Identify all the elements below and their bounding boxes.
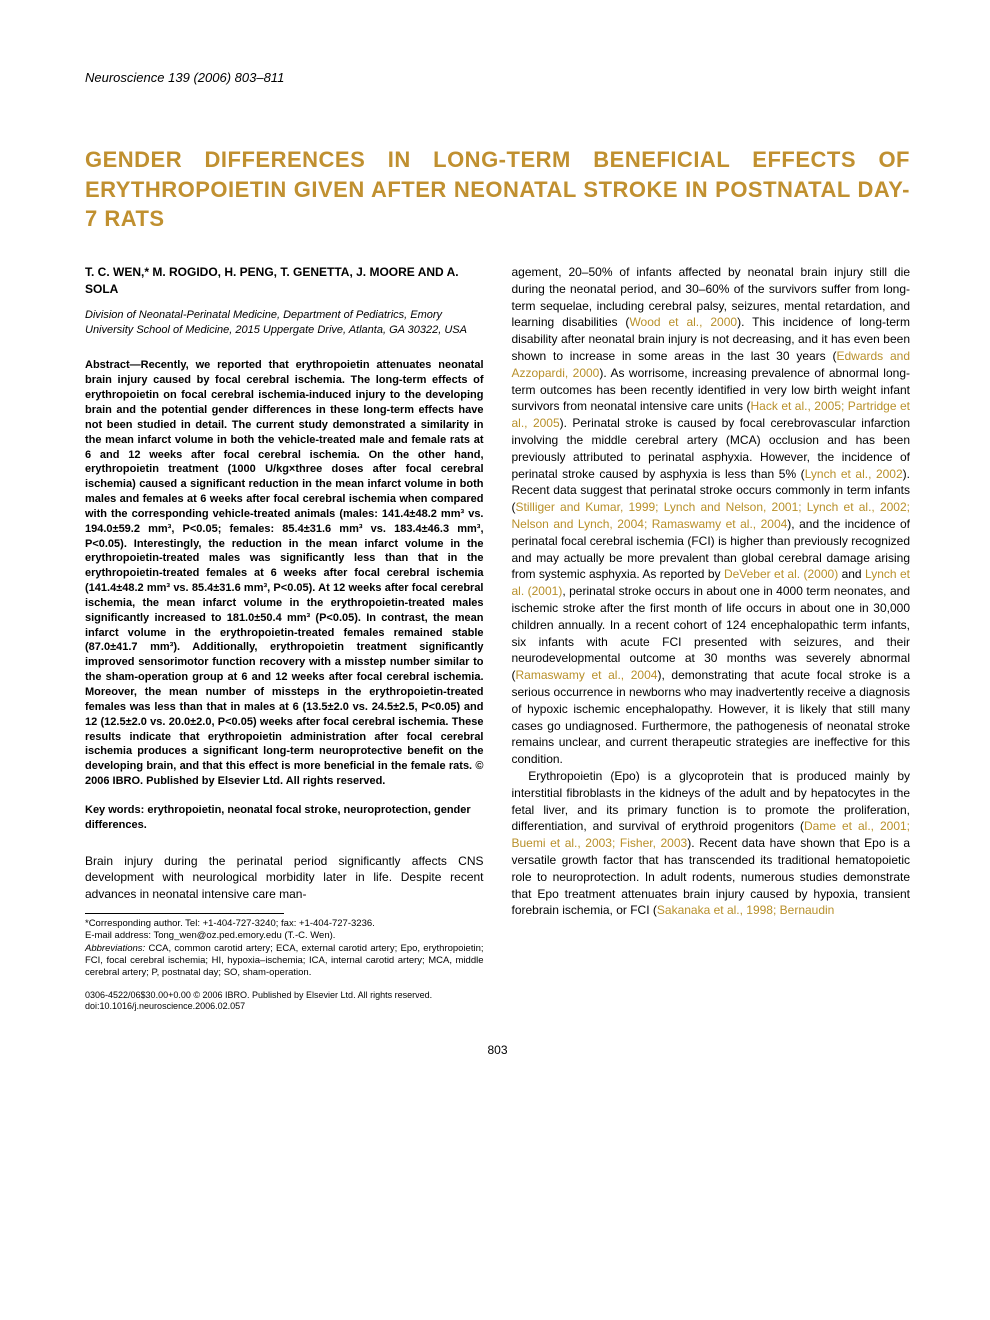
corresponding-author: *Corresponding author. Tel: +1-404-727-3… [85,918,484,930]
journal-pages: 803–811 [235,70,285,85]
footnote-block: *Corresponding author. Tel: +1-404-727-3… [85,918,484,980]
email-address: E-mail address: Tong_wen@oz.ped.emory.ed… [85,930,484,942]
journal-volume: 139 [168,70,190,85]
left-column: T. C. WEN,* M. ROGIDO, H. PENG, T. GENET… [85,264,484,980]
journal-header: Neuroscience 139 (2006) 803–811 [85,70,910,85]
right-column: agement, 20–50% of infants affected by n… [512,264,911,980]
citation: Wood et al., 2000 [629,315,737,329]
journal-name: Neuroscience [85,70,165,85]
affiliation: Division of Neonatal-Perinatal Medicine,… [85,308,484,339]
keywords: Key words: erythropoietin, neonatal foca… [85,803,484,833]
abbrev-text: CCA, common carotid artery; ECA, externa… [85,943,484,979]
page-container: Neuroscience 139 (2006) 803–811 GENDER D… [0,0,990,1107]
copyright-text: 0306-4522/06$30.00+0.00 © 2006 IBRO. Pub… [85,990,910,1002]
intro-left: Brain injury during the perinatal period… [85,853,484,903]
citation: Ramaswamy et al., 2004 [516,668,658,682]
abstract: Abstract—Recently, we reported that eryt… [85,358,484,788]
journal-year: (2006) [193,70,231,85]
intro-paragraph: Brain injury during the perinatal period… [85,853,484,903]
citation: Sakanaka et al., 1998; Bernaudin [657,903,834,917]
body-paragraph-2: Erythropoietin (Epo) is a glycoprotein t… [512,768,911,919]
article-title: GENDER DIFFERENCES IN LONG-TERM BENEFICI… [85,145,910,234]
copyright-block: 0306-4522/06$30.00+0.00 © 2006 IBRO. Pub… [85,990,910,1013]
body-paragraph-1: agement, 20–50% of infants affected by n… [512,264,911,768]
body-right: agement, 20–50% of infants affected by n… [512,264,911,919]
doi: doi:10.1016/j.neuroscience.2006.02.057 [85,1001,910,1013]
two-column-layout: T. C. WEN,* M. ROGIDO, H. PENG, T. GENET… [85,264,910,980]
citation: Lynch et al., 2002 [805,467,903,481]
abbrev-label: Abbreviations: [85,943,145,954]
author-list: T. C. WEN,* M. ROGIDO, H. PENG, T. GENET… [85,264,484,298]
abbreviations: Abbreviations: CCA, common carotid arter… [85,943,484,980]
citation: DeVeber et al. (2000) [724,567,838,581]
footnote-separator [85,913,284,914]
page-number: 803 [85,1043,910,1057]
